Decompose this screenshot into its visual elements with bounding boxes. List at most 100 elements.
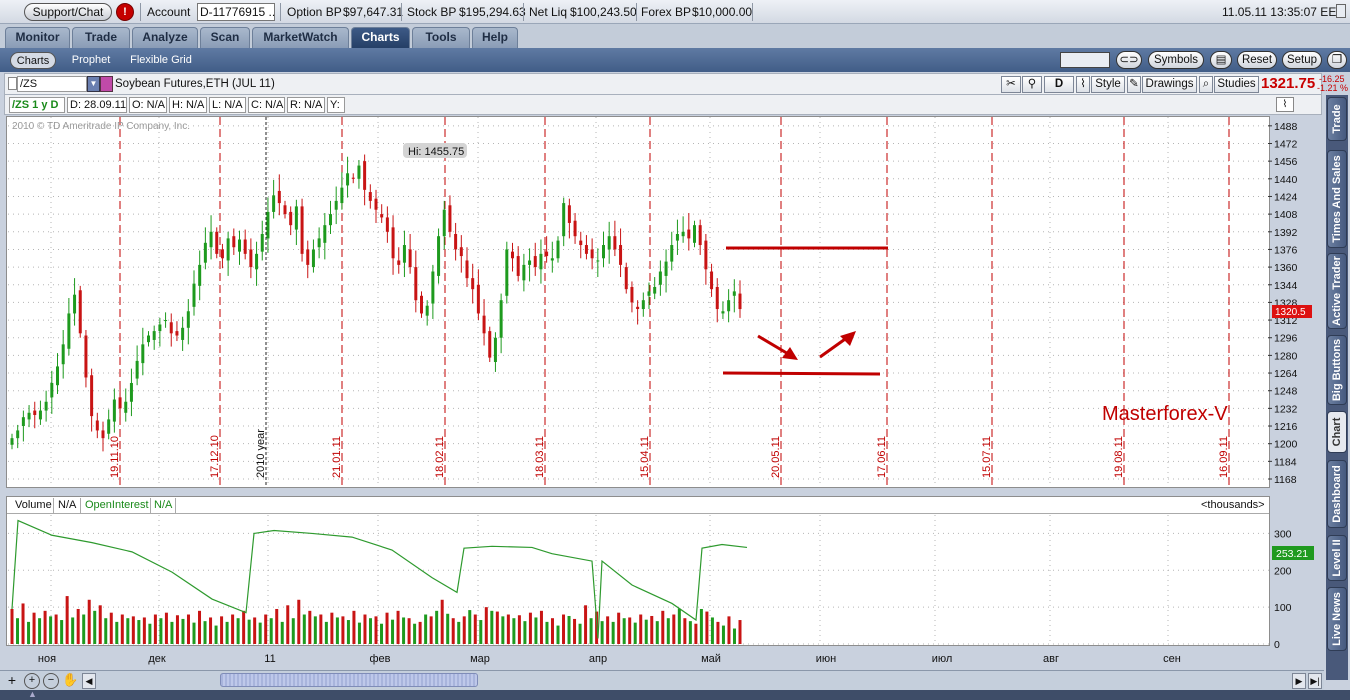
candle-body	[226, 238, 230, 261]
down-arrow-icon[interactable]	[757, 334, 798, 360]
style-icon[interactable]: ⌇	[1076, 76, 1090, 93]
candle-body	[158, 324, 162, 332]
support-line[interactable]	[722, 371, 881, 376]
candle-body	[95, 420, 99, 431]
symbol-dropdown-icon[interactable]: ▼	[87, 76, 100, 92]
candle-body	[260, 233, 264, 252]
candle-body	[647, 291, 651, 296]
tab-trade[interactable]: Trade	[72, 27, 130, 48]
vtab-trade[interactable]: Trade	[1327, 97, 1347, 141]
candle	[147, 331, 150, 347]
scissors-icon[interactable]: ✂	[1001, 76, 1021, 93]
zoom-out-icon[interactable]: −	[43, 673, 59, 689]
tab-scan[interactable]: Scan	[200, 27, 250, 48]
tab-charts[interactable]: Charts	[351, 27, 410, 48]
support-chat-button[interactable]: Support/Chat	[24, 3, 112, 21]
volume-bar	[611, 621, 615, 644]
horizontal-scrollbar-thumb[interactable]	[220, 673, 478, 687]
reset-button[interactable]: Reset	[1237, 51, 1277, 69]
candle	[198, 250, 202, 301]
volume-bar	[479, 620, 483, 644]
candle-body	[397, 260, 401, 265]
subtab-flexible-grid[interactable]: Flexible Grid	[130, 54, 192, 66]
volume-chart-area[interactable]	[6, 496, 1270, 646]
subtab-charts[interactable]: Charts	[10, 52, 56, 69]
tab-analyze[interactable]: Analyze	[132, 27, 198, 48]
info-close: C: N/A	[248, 97, 285, 113]
scroll-end-icon[interactable]: ▶|	[1308, 673, 1322, 689]
symbol-link-icon[interactable]	[100, 76, 113, 92]
drawings-button[interactable]: Drawings	[1142, 76, 1197, 93]
print-icon[interactable]: ▤	[1210, 51, 1232, 69]
month-label: май	[701, 653, 721, 665]
volume-bar	[98, 605, 102, 644]
expand-icon[interactable]: ▲	[28, 689, 37, 699]
up-arrow-icon[interactable]	[819, 331, 856, 359]
tab-tools[interactable]: Tools	[412, 27, 470, 48]
chart-menu-icon[interactable]	[8, 77, 17, 90]
date-marker-label: 18.03.11	[534, 436, 546, 478]
studies-icon[interactable]: ⌕	[1199, 76, 1213, 93]
account-selector[interactable]: D-11776915 ...	[197, 3, 275, 21]
price-tick-label: 1168	[1274, 474, 1297, 486]
volume-bar	[699, 608, 703, 644]
candle	[590, 238, 594, 270]
vtab-dashboard[interactable]: Dashboard	[1327, 460, 1347, 528]
window-control-icon[interactable]	[1336, 4, 1346, 18]
candle	[192, 270, 196, 316]
symbol-input[interactable]: /ZS	[17, 76, 87, 92]
period-label[interactable]: /ZS 1 y D	[9, 97, 65, 113]
candle	[721, 301, 725, 319]
alert-icon[interactable]: !	[116, 3, 134, 21]
layout-preview-icon[interactable]	[1060, 52, 1110, 68]
vtab-big-buttons[interactable]: Big Buttons	[1327, 335, 1347, 405]
candle	[243, 229, 247, 260]
tab-help[interactable]: Help	[472, 27, 518, 48]
crosshair-icon[interactable]: +	[7, 672, 17, 688]
candle	[465, 247, 469, 287]
zoom-in-icon[interactable]: +	[24, 673, 40, 689]
candle	[306, 240, 310, 279]
vtab-live-news[interactable]: Live News	[1327, 587, 1347, 651]
chart-type-icon[interactable]: ⌇	[1276, 97, 1294, 112]
vtab-chart[interactable]: Chart	[1327, 411, 1347, 453]
vtab-times-and-sales[interactable]: Times And Sales	[1327, 150, 1347, 248]
symbols-button[interactable]: Symbols	[1148, 51, 1204, 69]
volume-bar	[677, 608, 681, 644]
style-button[interactable]: Style	[1091, 76, 1125, 93]
pan-hand-icon[interactable]: ✋	[62, 672, 79, 687]
tab-marketwatch[interactable]: MarketWatch	[252, 27, 349, 48]
candle-body	[16, 430, 20, 439]
candle	[84, 330, 88, 388]
candle-body	[590, 249, 594, 259]
candle	[539, 239, 543, 284]
pencil-icon[interactable]: ✎	[1127, 76, 1141, 93]
candle	[289, 206, 293, 236]
date-marker-label: 16.09.11	[1218, 436, 1230, 478]
candle	[573, 213, 577, 244]
candle-body	[630, 286, 634, 303]
subtab-prophet[interactable]: Prophet	[71, 54, 111, 66]
candle	[380, 204, 384, 223]
detach-icon[interactable]: ❐	[1327, 51, 1347, 69]
candle	[556, 236, 560, 263]
setup-button[interactable]: Setup	[1282, 51, 1322, 69]
scroll-left-icon[interactable]: ◀	[82, 673, 96, 689]
candle	[255, 241, 259, 286]
vtab-level-ii[interactable]: Level II	[1327, 535, 1347, 581]
vtab-active-trader[interactable]: Active Trader	[1327, 253, 1347, 329]
candle	[710, 263, 714, 297]
last-price: 1321.75	[1261, 75, 1316, 92]
magnifier-icon[interactable]: ⚲	[1022, 76, 1042, 93]
candle	[596, 248, 600, 278]
volume-bar	[231, 614, 235, 644]
tab-monitor[interactable]: Monitor	[5, 27, 70, 48]
symbol-description: Soybean Futures,ETH (JUL 11)	[115, 78, 275, 90]
volume-bar	[683, 618, 687, 644]
aggregation-button[interactable]: D	[1044, 76, 1074, 93]
candle	[476, 269, 480, 321]
scroll-right-icon[interactable]: ▶	[1292, 673, 1306, 689]
candle	[522, 253, 526, 292]
link-icon[interactable]: ⊂⊃	[1116, 51, 1142, 69]
studies-button[interactable]: Studies	[1214, 76, 1259, 93]
